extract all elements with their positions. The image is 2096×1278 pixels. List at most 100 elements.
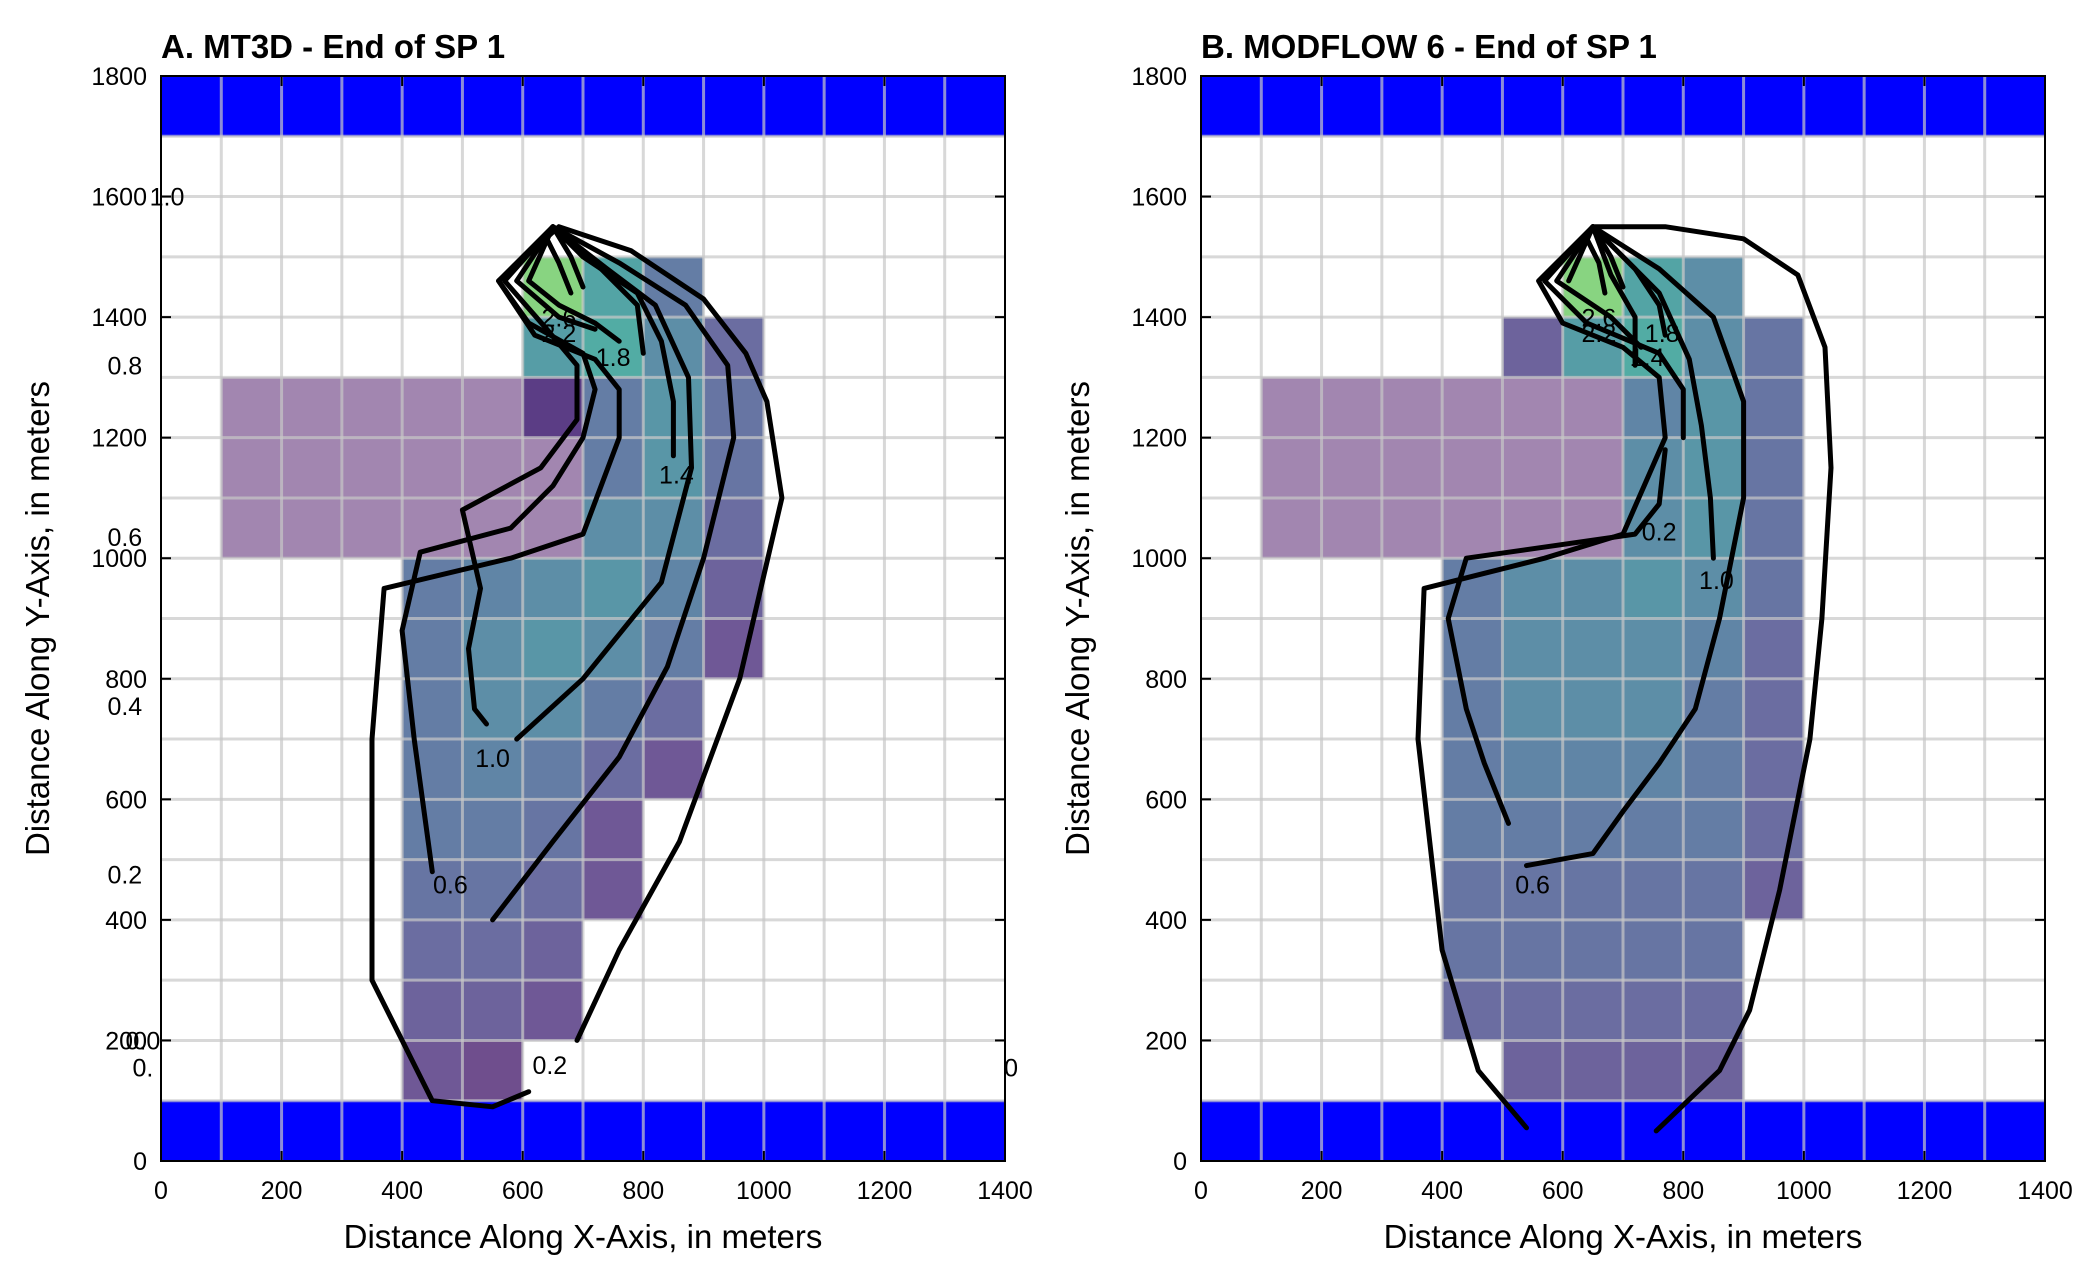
- panel-b-y-tick-label-1: 200: [1145, 1027, 1187, 1055]
- panel-a-stray-label-4: 0.2: [107, 862, 142, 890]
- panel-b-x-tick-label-7: 1400: [2017, 1177, 2073, 1205]
- panel-a-y-tick-label-4: 800: [105, 666, 147, 694]
- panel-a-concentration-cell-13: [583, 859, 644, 920]
- panel-a-contour-0: [369, 224, 785, 1110]
- panel-a-x-tick-label-0: 0: [154, 1177, 168, 1205]
- panel-a-concentration-cell-7: [402, 919, 463, 981]
- panel-a-contour-label-6: 2.6: [542, 305, 577, 333]
- panel-a-mt3d: 0.2 0.6 1.0 1.4 1.8 2.22.6 0 200 400 600 800 1000 12…: [19, 28, 1033, 1255]
- panel-a-stray-label-6: 0.: [132, 1055, 153, 1083]
- panel-a-concentration-cell-6: [522, 980, 583, 1041]
- panel-b-x-tick-label-3: 600: [1542, 1177, 1584, 1205]
- panel-a-concentration-cell-3: [462, 1040, 523, 1101]
- panel-a-concentration-cell-17: [583, 799, 644, 860]
- panel-b-concentration-cell-22: [1502, 618, 1684, 679]
- panel-b-y-tick-label-6: 1200: [1131, 425, 1187, 453]
- panel-a-contour-4: [526, 224, 646, 356]
- panel-b-y-tick-label-2: 400: [1145, 907, 1187, 935]
- panel-a-x-tick-label-2: 400: [381, 1177, 423, 1205]
- panel-b-y-tick-label-4: 800: [1145, 666, 1187, 694]
- panel-a-frame: [160, 75, 1006, 1162]
- panel-a-concentration-cell-15: [462, 799, 523, 860]
- panel-a-y-tick-label-0: 0: [133, 1148, 147, 1176]
- panel-a-y-axis-label: Distance Along Y-Axis, in meters: [19, 381, 56, 856]
- panel-a-contour-2: [459, 224, 694, 742]
- panel-b-concentration-cell-24: [1743, 618, 1804, 679]
- panel-a-concentration-cell-28: [402, 618, 463, 679]
- panel-a-x-tick-label-7: 1400: [977, 1177, 1033, 1205]
- panel-b-concentration-cell-9: [1442, 859, 1744, 920]
- panel-a-concentration-cell-8: [462, 919, 523, 981]
- panel-b-y-tick-label-8: 1600: [1131, 184, 1187, 212]
- panel-b-concentration-cell-1: [1502, 317, 1563, 378]
- panel-b-x-tick-label-6: 1200: [1897, 1177, 1953, 1205]
- panel-b-concentration-cell-29: [1743, 558, 1804, 619]
- panel-a-y-tick-label-2: 400: [105, 907, 147, 935]
- panel-a-concentration-cell-1: [522, 377, 583, 438]
- panel-b-y-tick-label-7: 1400: [1131, 304, 1187, 332]
- panel-b-x-tick-label-4: 800: [1662, 1177, 1704, 1205]
- panel-a-y-tick-label-1: 200: [105, 1027, 147, 1055]
- panel-a-contour-label-2: 1.0: [475, 745, 510, 773]
- panel-b-x-tick-label-1: 200: [1301, 1177, 1343, 1205]
- panel-a-concentration-cell-30: [522, 618, 583, 679]
- panel-b-contour-label-5: 1.8: [1645, 320, 1680, 348]
- panel-a-concentration-cell-43: [583, 437, 644, 498]
- panel-b-contour-6: [1584, 236, 1608, 296]
- panel-b-x-tick-label-0: 0: [1194, 1177, 1208, 1205]
- panel-a-contour-label-0: 0.2: [532, 1052, 567, 1080]
- panel-a-contour-1: [399, 224, 737, 923]
- panel-a-contour-label-4: 1.8: [596, 344, 631, 372]
- panel-a-concentration-cell-9: [522, 919, 583, 981]
- panel-a-stray-label-5: 0.0: [126, 1027, 161, 1055]
- panel-b-concentration-cell-15: [1683, 739, 1744, 800]
- panel-a-y-tick-label-7: 1400: [91, 304, 147, 332]
- panel-b-concentration-cell-16: [1743, 739, 1804, 800]
- panel-a-concentration-cell-33: [703, 618, 764, 679]
- panel-a-concentration-cell-27: [643, 678, 704, 740]
- panel-a-x-tick-label-1: 200: [261, 1177, 303, 1205]
- panel-b-modflow6: 0.2 0.6 1.0 1.41.8 2.22.6 0 200 400 600 800 1000 12…: [1059, 28, 2073, 1255]
- panel-a-contour-label-5: 2.2: [542, 320, 577, 348]
- panel-a-y-tick-label-3: 600: [105, 786, 147, 814]
- panel-b-concentration-cell-20: [1743, 678, 1804, 740]
- panel-a-stray-label-2: 0.6: [107, 524, 142, 552]
- panel-b-y-tick-label-3: 600: [1145, 786, 1187, 814]
- panel-a-x-tick-label-6: 1200: [857, 1177, 913, 1205]
- panel-b-contour-label-6: 2.2: [1582, 320, 1617, 348]
- panel-b-concentration-cell-6: [1442, 980, 1744, 1041]
- panel-b-title: B. MODFLOW 6 - End of SP 1: [1201, 28, 1657, 65]
- panel-a-y-tick-label-8: 1600: [91, 184, 147, 212]
- panel-b-y-tick-label-0: 0: [1173, 1148, 1187, 1176]
- panel-b-concentration-cell-33: [1623, 377, 1684, 438]
- panel-a-concentration-cell-16: [522, 799, 583, 860]
- panel-a-concentration-cell-22: [643, 739, 704, 800]
- panel-b-contour-label-1: 0.2: [1642, 519, 1677, 547]
- panel-a-title: A. MT3D - End of SP 1: [161, 28, 505, 65]
- panel-a-concentration-cell-19: [462, 739, 523, 800]
- panel-a-x-tick-label-3: 600: [502, 1177, 544, 1205]
- panel-a-y-tick-label-6: 1200: [91, 425, 147, 453]
- panel-a-concentration-cell-20: [522, 739, 583, 800]
- panel-a-contour-label-1: 0.6: [433, 871, 468, 899]
- panel-a-x-axis-label: Distance Along X-Axis, in meters: [344, 1218, 823, 1255]
- panel-a-contour-label-3: 1.4: [659, 461, 694, 489]
- panel-b-frame: [1200, 75, 2046, 1162]
- panel-a-contour-3: [514, 224, 676, 459]
- panel-b-y-tick-label-5: 1000: [1131, 545, 1187, 573]
- panel-b-contour-label-7: 2.6: [1582, 305, 1617, 333]
- panel-b-concentration-cell-7: [1442, 919, 1744, 981]
- panel-b-contour-label-2: 0.6: [1515, 871, 1550, 899]
- panel-a-concentration-cell-36: [522, 558, 583, 619]
- panel-b-contour-5: [1590, 224, 1668, 338]
- panel-b-concentration-cell-28: [1683, 558, 1744, 619]
- panel-a-stray-label-0: 1.0: [150, 184, 185, 212]
- panel-b-contour-2: [1524, 224, 1747, 869]
- panel-b-concentration-cell-11: [1562, 799, 1744, 860]
- panel-b-concentration-cell-27: [1623, 558, 1684, 619]
- panel-b-contour-3: [1554, 224, 1716, 561]
- panel-a-stray-label-1: 0.8: [107, 352, 142, 380]
- panel-a-x-tick-label-4: 800: [622, 1177, 664, 1205]
- panel-a-concentration-cell-37: [583, 558, 644, 619]
